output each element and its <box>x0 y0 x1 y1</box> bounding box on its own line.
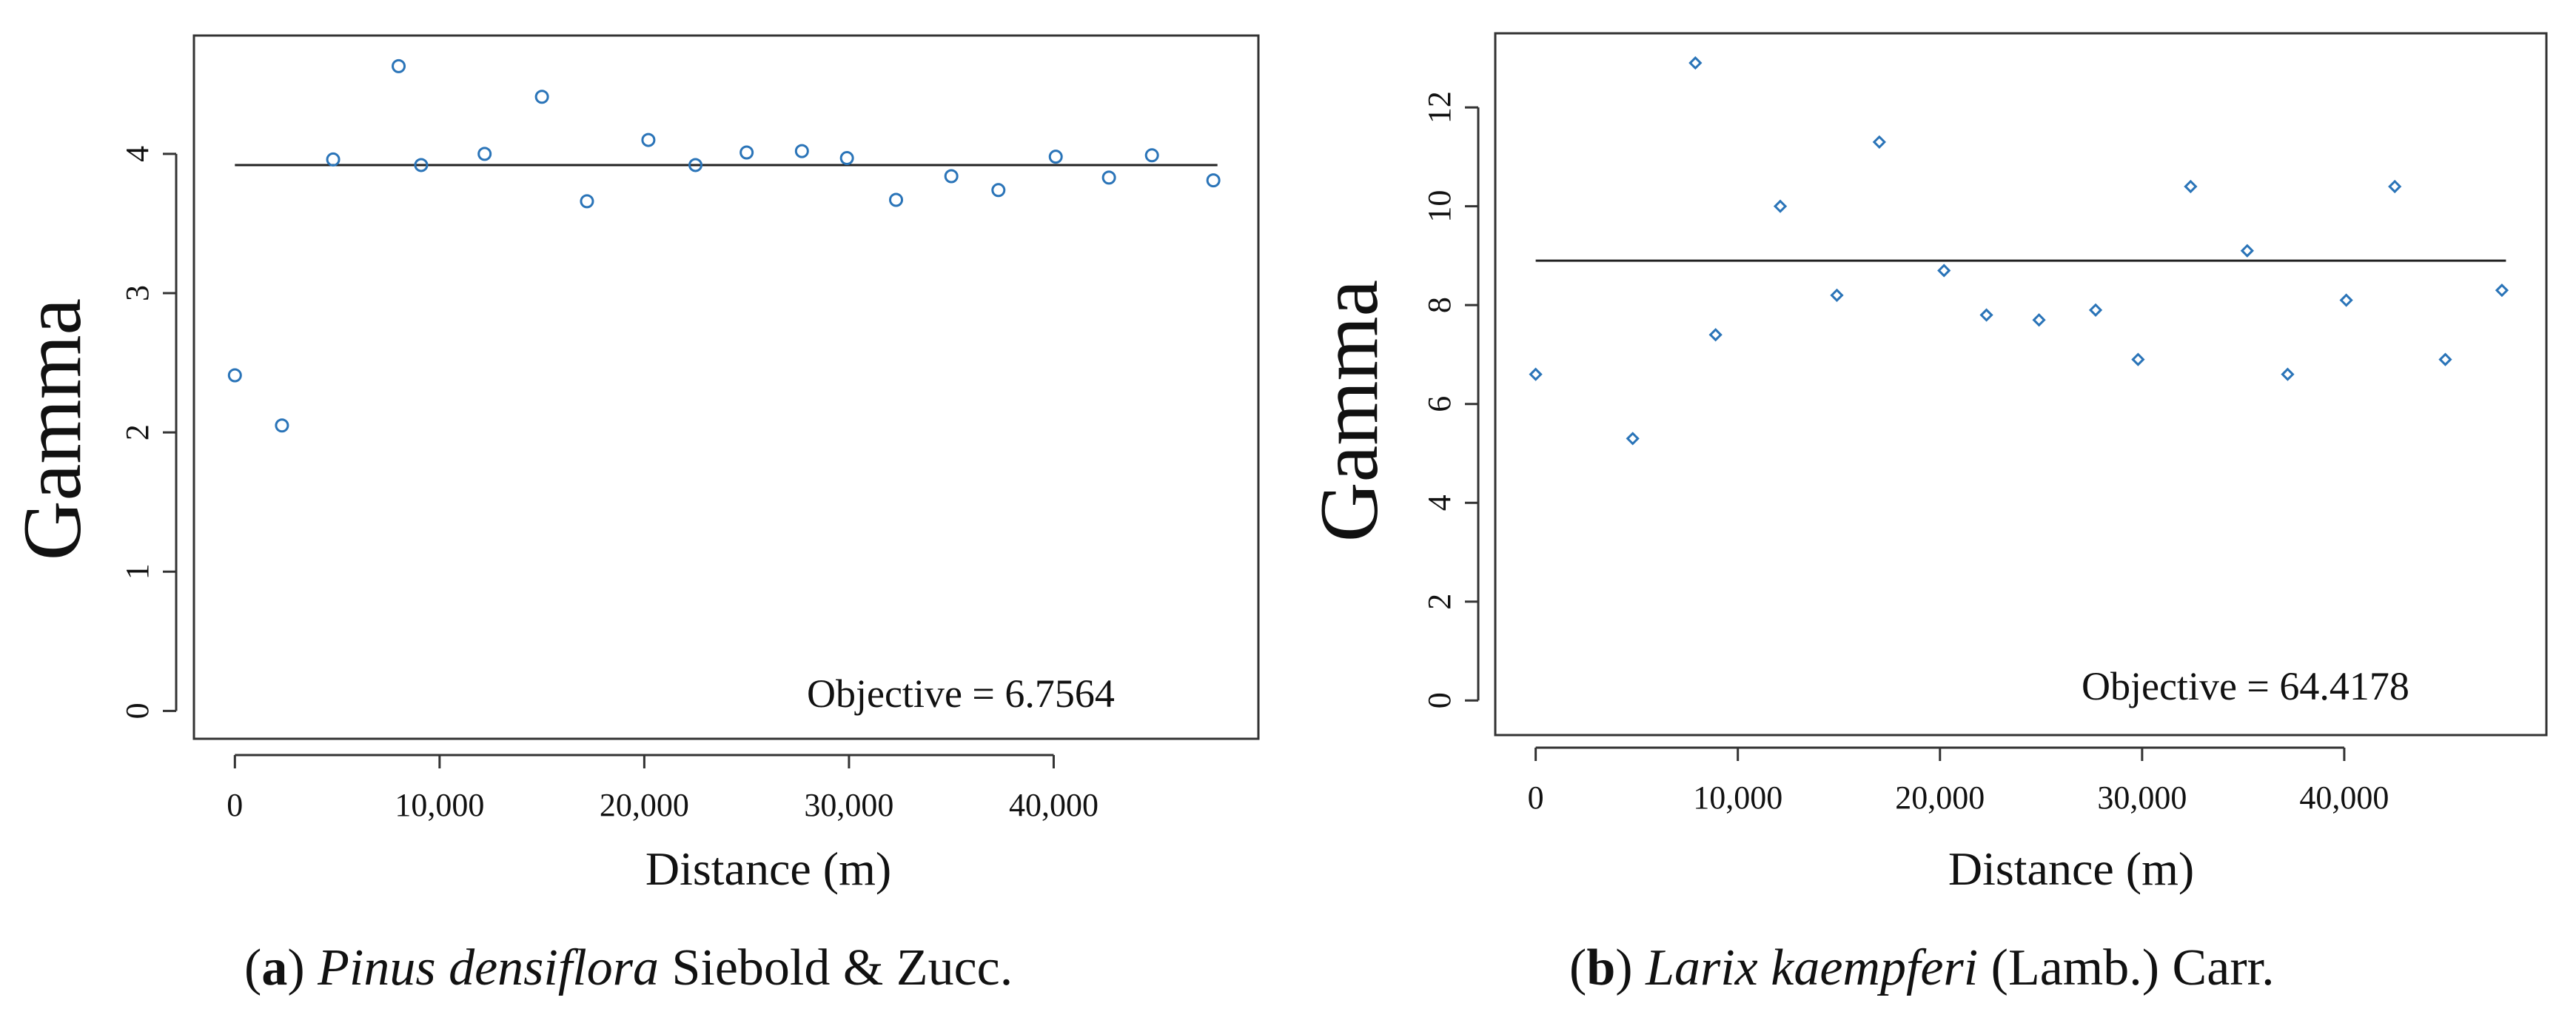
y-tick-label-b: 8 <box>1421 297 1458 313</box>
points-a <box>227 58 1221 433</box>
data-point-a <box>991 183 1006 198</box>
panel-b: 0 10,000 20,000 30,000 40,000 0 2 4 6 8 10 12 Obje… <box>1304 32 2548 895</box>
y-tick-label-b: 10 <box>1421 190 1458 223</box>
data-point-b <box>1830 288 1844 302</box>
x-tick-label-a: 40,000 <box>1009 787 1099 823</box>
data-point-a <box>477 147 492 161</box>
y-tick-label-a: 0 <box>119 703 155 719</box>
data-point-b <box>2495 284 2509 298</box>
data-point-a <box>227 368 242 383</box>
caption-b-letter: b <box>1586 939 1616 996</box>
data-point-a <box>534 90 549 104</box>
annotation-a: Objective = 6.7564 <box>807 671 1115 716</box>
data-point-a <box>392 58 406 73</box>
caption-a-authority: Siebold & Zucc. <box>671 939 1013 996</box>
x-tick-label-b: 0 <box>1528 779 1544 816</box>
x-axis-title-b: Distance (m) <box>1948 842 2194 895</box>
data-point-a <box>794 144 809 158</box>
data-point-b <box>2131 352 2145 366</box>
data-point-b <box>2388 179 2402 194</box>
data-point-a <box>326 152 341 167</box>
plot-frame-b <box>1494 32 2548 737</box>
data-point-a <box>739 145 754 160</box>
data-point-a <box>641 133 656 147</box>
y-axis-title-a: Gamma <box>7 298 98 561</box>
y-tick-label-b: 6 <box>1421 396 1458 412</box>
caption-a-letter: a <box>261 939 288 996</box>
y-tick-label-b: 4 <box>1421 494 1458 511</box>
y-axis-b: 0 2 4 6 8 10 12 <box>1421 91 1480 708</box>
data-point-b <box>1773 199 1788 213</box>
data-point-b <box>2339 293 2353 307</box>
annotation-b: Objective = 64.4178 <box>2082 664 2409 708</box>
data-point-b <box>1872 135 1886 149</box>
data-point-a <box>1048 150 1063 164</box>
y-tick-label-b: 12 <box>1421 91 1458 124</box>
data-point-a <box>1101 170 1116 185</box>
caption-b-species: Larix kaempferi <box>1646 939 1979 996</box>
caption-a: (a) Pinus densiflora Siebold & Zucc. <box>244 939 1013 996</box>
data-point-a <box>839 151 854 166</box>
y-axis-a: 0 1 2 3 4 <box>119 146 178 719</box>
y-tick-label-a: 1 <box>119 563 155 580</box>
data-point-b <box>2281 367 2295 381</box>
x-tick-label-a: 20,000 <box>600 787 689 823</box>
panel-a: 0 10,000 20,000 30,000 40,000 0 1 2 3 4 Objectiv… <box>7 34 1260 895</box>
data-point-a <box>688 158 703 172</box>
x-axis-b: 0 10,000 20,000 30,000 40,000 <box>1528 746 2389 816</box>
x-tick-label-b: 40,000 <box>2299 779 2389 816</box>
plot-frame-a <box>192 34 1260 740</box>
x-tick-label-b: 30,000 <box>2097 779 2187 816</box>
caption-b: (b) Larix kaempferi (Lamb.) Carr. <box>1569 939 2275 996</box>
x-tick-label-a: 30,000 <box>804 787 893 823</box>
data-point-b <box>2240 244 2254 258</box>
points-b <box>1529 56 2509 446</box>
data-point-b <box>2438 352 2452 366</box>
data-point-a <box>275 418 289 433</box>
data-point-a <box>580 194 594 209</box>
data-point-a <box>1144 148 1159 163</box>
x-tick-label-a: 10,000 <box>395 787 484 823</box>
data-point-a <box>1206 173 1221 188</box>
y-axis-title-b: Gamma <box>1304 280 1395 543</box>
x-tick-label-a: 0 <box>227 787 243 823</box>
data-point-b <box>1626 432 1640 446</box>
data-point-b <box>2032 313 2046 327</box>
data-point-b <box>1529 367 1543 381</box>
x-tick-label-b: 10,000 <box>1693 779 1782 816</box>
y-tick-label-a: 3 <box>119 285 155 301</box>
y-tick-label-a: 4 <box>119 146 155 162</box>
data-point-a <box>889 192 904 207</box>
caption-a-species: Pinus densiflora <box>318 939 659 996</box>
x-axis-title-a: Distance (m) <box>645 842 891 895</box>
data-point-b <box>2088 303 2103 317</box>
caption-b-authority: (Lamb.) Carr. <box>1990 939 2275 996</box>
y-tick-label-a: 2 <box>119 424 155 440</box>
data-point-a <box>414 158 429 172</box>
data-point-b <box>1708 328 1723 342</box>
data-point-b <box>1688 56 1703 70</box>
y-tick-label-b: 0 <box>1421 692 1458 708</box>
x-tick-label-b: 20,000 <box>1895 779 1985 816</box>
data-point-b <box>1937 264 1951 278</box>
data-point-a <box>944 169 959 184</box>
x-axis-a: 0 10,000 20,000 30,000 40,000 <box>227 754 1099 823</box>
y-tick-label-b: 2 <box>1421 594 1458 610</box>
data-point-b <box>1979 308 1993 322</box>
data-point-b <box>2184 179 2198 194</box>
